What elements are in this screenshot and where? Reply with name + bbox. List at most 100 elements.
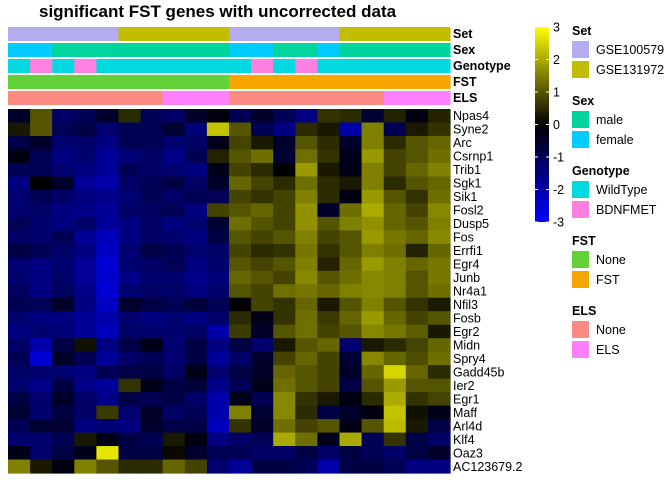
annotation-cell-sex <box>118 43 142 57</box>
annotation-cell-set <box>74 27 97 41</box>
heatmap-cell <box>317 257 341 272</box>
heatmap-cell <box>295 365 318 380</box>
heatmap-cell <box>405 311 429 326</box>
heatmap-cell <box>295 135 318 151</box>
heatmap-cell <box>52 270 75 285</box>
heatmap-cell <box>295 109 318 124</box>
heatmap-cell <box>229 122 252 137</box>
heatmap-cell <box>96 365 120 380</box>
heatmap-cell <box>8 230 31 245</box>
heatmap-cell <box>162 216 186 231</box>
legend-swatch <box>572 251 589 268</box>
heatmap-cell <box>427 392 451 407</box>
heatmap-cell <box>427 284 451 299</box>
heatmap-cell <box>118 324 142 339</box>
heatmap-cell <box>251 109 274 124</box>
heatmap-cell <box>52 446 75 461</box>
heatmap-cell <box>229 311 252 326</box>
annotation-cell-fst <box>30 75 53 89</box>
colorbar-tick-label: -3 <box>553 216 564 230</box>
heatmap-cell <box>229 365 252 380</box>
heatmap-cell <box>273 378 296 393</box>
heatmap-cell <box>206 419 230 434</box>
heatmap-cell <box>339 432 363 447</box>
heatmap-cell <box>74 297 97 312</box>
annotation-cell-sex <box>427 43 451 57</box>
legend-label: female <box>596 133 634 147</box>
heatmap-cell <box>162 419 186 434</box>
heatmap-cell <box>140 338 164 353</box>
heatmap-cell <box>96 122 120 137</box>
heatmap-cell <box>162 459 186 474</box>
heatmap-cell <box>140 419 164 434</box>
heatmap-cell <box>317 189 341 204</box>
heatmap-cell <box>383 446 407 461</box>
legend-label: ELS <box>596 343 620 357</box>
heatmap-cell <box>96 324 120 339</box>
heatmap-cell <box>229 297 252 312</box>
heatmap-cell <box>8 203 31 218</box>
heatmap-cell <box>74 459 97 474</box>
heatmap-cell <box>251 284 274 299</box>
heatmap-cell <box>383 270 407 285</box>
annotation-cell-set <box>317 27 341 41</box>
heatmap-cell <box>317 392 341 407</box>
heatmap-cell <box>229 284 252 299</box>
annotation-cell-set <box>251 27 274 41</box>
heatmap-cell <box>74 109 97 124</box>
heatmap-cell <box>339 203 363 218</box>
colorbar-tick-label: 0 <box>553 118 560 132</box>
row-label: Arl4d <box>453 419 482 433</box>
heatmap-cell <box>295 216 318 231</box>
row-label: Fos <box>453 231 474 245</box>
annotation-cell-fst <box>8 75 31 89</box>
heatmap-cell <box>251 243 274 258</box>
heatmap-cell <box>140 432 164 447</box>
heatmap-cell <box>383 109 407 124</box>
annotation-cell-els <box>8 91 31 105</box>
heatmap-cell <box>361 446 385 461</box>
annotation-cell-fst <box>118 75 142 89</box>
heatmap-cell <box>339 405 363 420</box>
heatmap-cell <box>52 297 75 312</box>
heatmap-cell <box>140 257 164 272</box>
heatmap-cell <box>118 459 142 474</box>
legend-label: GSE100579 <box>596 43 664 57</box>
heatmap-cell <box>405 419 429 434</box>
row-label: Maff <box>453 406 478 420</box>
heatmap-cell <box>140 270 164 285</box>
heatmap-cell <box>339 365 363 380</box>
annotation-cell-genotype <box>295 59 318 73</box>
heatmap-cell <box>8 162 31 178</box>
legend-label: None <box>596 323 626 337</box>
annotation-cell-set <box>361 27 385 41</box>
heatmap-cell <box>96 203 120 218</box>
heatmap-cell <box>184 365 208 380</box>
annotation-cell-sex <box>317 43 341 57</box>
legend-label: GSE131972 <box>596 63 664 77</box>
heatmap-cell <box>361 338 385 353</box>
row-label: Sgk1 <box>453 177 482 191</box>
heatmap-cell <box>206 324 230 339</box>
heatmap-cell <box>96 162 120 178</box>
heatmap-cell <box>8 109 31 124</box>
heatmap-cell <box>118 365 142 380</box>
heatmap-cell <box>427 365 451 380</box>
annotation-cell-genotype <box>361 59 385 73</box>
heatmap-cell <box>295 405 318 420</box>
heatmap-cell <box>162 162 186 178</box>
annotation-cell-sex <box>229 43 252 57</box>
heatmap-cell <box>30 270 53 285</box>
heatmap-cell <box>295 338 318 353</box>
heatmap-cell <box>206 216 230 231</box>
heatmap-cell <box>273 392 296 407</box>
heatmap-cell <box>30 176 53 191</box>
heatmap-cell <box>184 109 208 124</box>
heatmap-cell <box>427 122 451 137</box>
heatmap-cell <box>30 378 53 393</box>
annotation-cell-els <box>361 91 385 105</box>
heatmap-cell <box>162 378 186 393</box>
row-label: Midn <box>453 338 480 352</box>
heatmap-cell <box>251 176 274 191</box>
